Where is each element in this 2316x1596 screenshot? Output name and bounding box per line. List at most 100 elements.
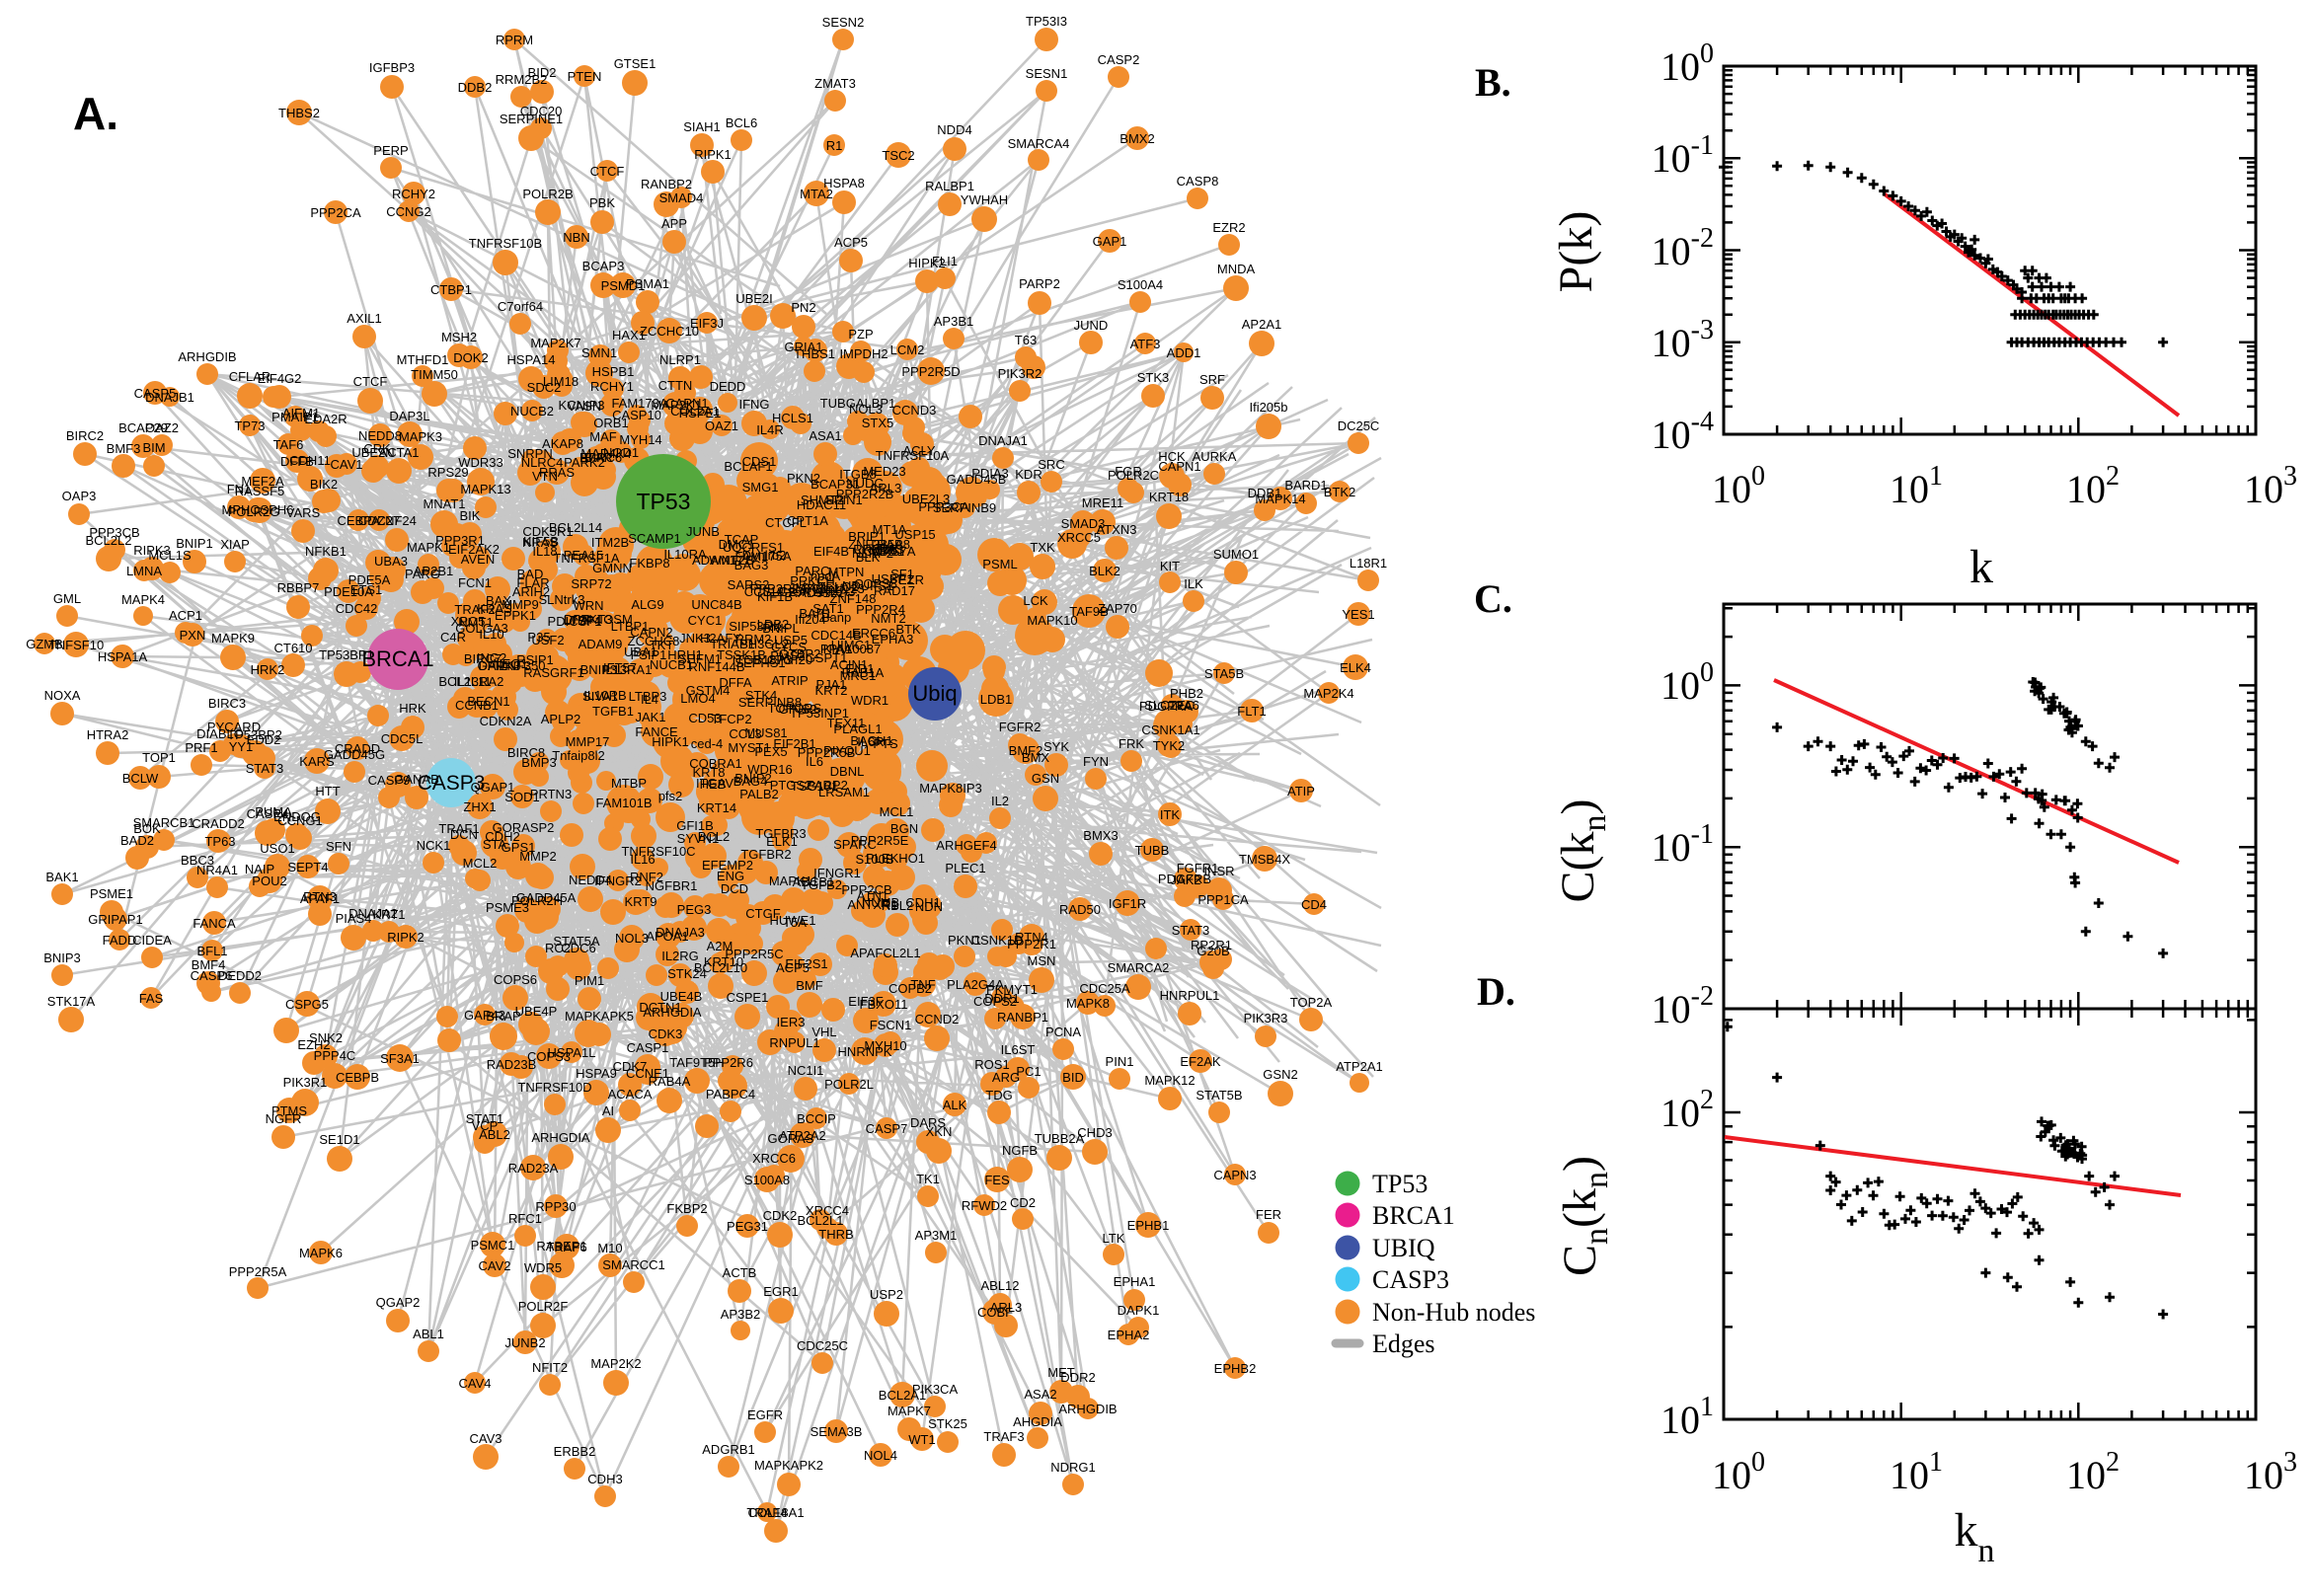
svg-text:TKT: TKT (650, 638, 674, 652)
svg-text:BCAP31: BCAP31 (811, 477, 860, 492)
svg-text:BCL2A1: BCL2A1 (879, 1388, 926, 1403)
svg-text:FLI1: FLI1 (932, 254, 958, 268)
svg-text:IL2: IL2 (991, 794, 1009, 808)
svg-text:ARIH2: ARIH2 (512, 584, 550, 599)
svg-text:FKBP2: FKBP2 (666, 1201, 707, 1216)
svg-text:HRH1: HRH1 (667, 647, 702, 662)
svg-text:HRK2: HRK2 (251, 662, 285, 677)
svg-text:CRADD: CRADD (335, 741, 380, 756)
svg-text:CD4: CD4 (1301, 897, 1327, 912)
svg-text:Edges: Edges (1372, 1330, 1435, 1358)
svg-text:IL13RA2: IL13RA2 (454, 674, 504, 689)
svg-text:NUCB1: NUCB1 (650, 657, 693, 672)
svg-text:XIAP: XIAP (220, 537, 250, 552)
svg-text:PJA1: PJA1 (815, 677, 846, 692)
svg-text:BECN1: BECN1 (467, 694, 509, 709)
svg-text:SHMT2: SHMT2 (801, 493, 844, 507)
svg-text:APP: APP (661, 216, 687, 231)
svg-text:AVEN: AVEN (461, 552, 495, 567)
svg-text:EIF2S1: EIF2S1 (785, 956, 827, 971)
svg-text:EIF4B: EIF4B (813, 544, 849, 559)
svg-text:BACH1: BACH1 (850, 733, 892, 748)
svg-text:GADD45A: GADD45A (516, 890, 577, 905)
svg-text:RAD23A: RAD23A (508, 1161, 559, 1176)
svg-text:WRN: WRN (573, 598, 603, 613)
svg-text:P35: P35 (527, 630, 550, 645)
svg-text:PALB2: PALB2 (739, 787, 779, 801)
svg-text:C4R: C4R (440, 630, 466, 645)
svg-text:P(k): P(k) (1550, 211, 1602, 293)
svg-text:WDR16: WDR16 (747, 762, 793, 777)
svg-text:EPPK1: EPPK1 (495, 608, 536, 623)
svg-text:COPS6: COPS6 (494, 972, 537, 987)
svg-text:BRCA1: BRCA1 (1372, 1201, 1455, 1230)
svg-text:POLR2L: POLR2L (824, 1077, 874, 1092)
svg-text:PIYOU1: PIYOU1 (823, 743, 871, 758)
svg-text:UBE4P: UBE4P (515, 1004, 558, 1019)
svg-text:DBNL: DBNL (830, 764, 865, 779)
svg-text:RCHY2: RCHY2 (392, 187, 435, 201)
svg-text:RNF144B: RNF144B (688, 659, 744, 674)
svg-text:ACLY: ACLY (903, 443, 936, 458)
svg-text:UIMC1: UIMC1 (831, 638, 871, 652)
svg-text:AP2A1: AP2A1 (1242, 317, 1281, 332)
svg-text:IGF1R: IGF1R (1109, 896, 1146, 911)
svg-text:RNPUL1: RNPUL1 (769, 1035, 819, 1050)
svg-text:SOD1: SOD1 (504, 790, 539, 804)
svg-text:GSTM4: GSTM4 (686, 683, 731, 698)
svg-text:IL13RA1: IL13RA1 (602, 662, 653, 677)
svg-text:PPP1CA: PPP1CA (1197, 892, 1249, 907)
svg-text:MSH2: MSH2 (441, 330, 477, 344)
svg-text:PDICSF1: PDICSF1 (548, 614, 602, 629)
svg-text:TP53I3: TP53I3 (1026, 14, 1067, 29)
svg-text:PPP2R5E: PPP2R5E (851, 833, 909, 848)
svg-text:ARHGDIB: ARHGDIB (178, 349, 236, 364)
svg-text:WT1: WT1 (908, 1432, 935, 1447)
svg-text:CDC42: CDC42 (336, 601, 378, 616)
svg-text:NLRP2: NLRP2 (852, 546, 893, 561)
svg-text:PXN: PXN (180, 628, 206, 643)
svg-text:FAM101B: FAM101B (595, 796, 652, 810)
svg-text:BIK2: BIK2 (310, 477, 338, 492)
svg-text:ZNF350: ZNF350 (500, 658, 546, 673)
svg-text:IMPDH2: IMPDH2 (839, 346, 888, 361)
svg-text:IER3: IER3 (777, 1015, 806, 1029)
svg-text:ZCCHC10: ZCCHC10 (640, 324, 699, 339)
svg-text:SESN1: SESN1 (1026, 66, 1068, 81)
svg-text:TP53: TP53 (637, 489, 691, 514)
svg-text:STAT3: STAT3 (246, 761, 284, 776)
svg-text:FES: FES (984, 1173, 1010, 1187)
svg-text:ATP2A1: ATP2A1 (1336, 1059, 1382, 1074)
svg-text:SMG1: SMG1 (742, 480, 779, 494)
svg-text:KRT18: KRT18 (1149, 490, 1189, 504)
svg-text:LTK: LTK (1103, 1231, 1125, 1246)
svg-text:BIRC2: BIRC2 (66, 428, 104, 443)
svg-text:L18R1: L18R1 (1350, 556, 1387, 570)
svg-text:CAV3: CAV3 (470, 1431, 502, 1446)
svg-text:PKN1: PKN1 (948, 933, 981, 948)
svg-text:RRM2: RRM2 (735, 632, 772, 646)
svg-text:PTS: PTS (873, 736, 898, 751)
svg-text:SEMA3B: SEMA3B (811, 1424, 863, 1439)
svg-text:IL6ST: IL6ST (1001, 1042, 1036, 1057)
svg-text:PLAGL1: PLAGL1 (833, 722, 882, 736)
svg-text:KRT14: KRT14 (697, 800, 736, 815)
svg-text:ACIN1: ACIN1 (830, 657, 868, 672)
svg-text:ERBB2: ERBB2 (554, 1444, 596, 1459)
svg-text:UBIQ: UBIQ (1372, 1234, 1435, 1262)
svg-text:ZNF385A: ZNF385A (848, 537, 903, 552)
svg-text:TUBGALBP1: TUBGALBP1 (820, 396, 896, 411)
svg-text:COPB2: COPB2 (888, 981, 932, 996)
svg-text:A.: A. (73, 88, 118, 139)
svg-text:NGFR: NGFR (266, 1111, 302, 1126)
svg-text:GML: GML (53, 591, 81, 606)
svg-text:FRK: FRK (1119, 736, 1144, 751)
svg-text:FANCE: FANCE (635, 724, 678, 739)
svg-text:BCL6: BCL6 (726, 115, 758, 130)
svg-text:GINS2: GINS2 (778, 702, 816, 717)
svg-text:TP53INP1: TP53INP1 (790, 706, 849, 721)
svg-text:MYH14: MYH14 (619, 432, 661, 447)
svg-text:ZNF148: ZNF148 (830, 591, 877, 606)
svg-text:SIVA1: SIVA1 (582, 689, 618, 704)
svg-text:CASP3: CASP3 (418, 772, 486, 795)
